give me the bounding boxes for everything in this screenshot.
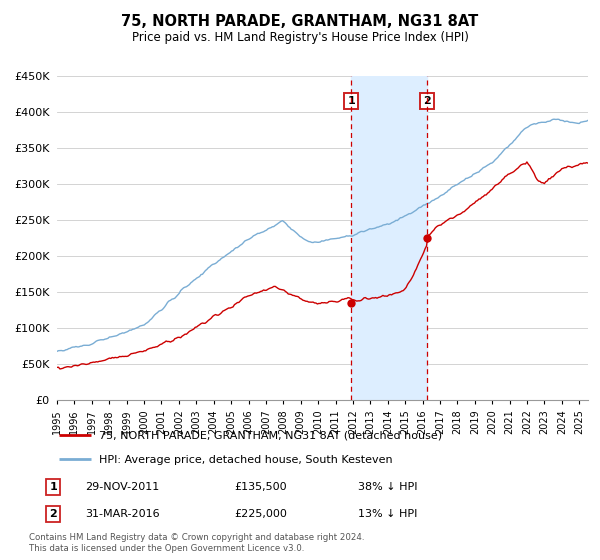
Text: 2: 2	[49, 509, 57, 519]
Text: 38% ↓ HPI: 38% ↓ HPI	[358, 482, 418, 492]
Text: HPI: Average price, detached house, South Kesteven: HPI: Average price, detached house, Sout…	[99, 455, 392, 465]
Text: 1: 1	[347, 96, 355, 106]
Text: 13% ↓ HPI: 13% ↓ HPI	[358, 509, 418, 519]
Text: 75, NORTH PARADE, GRANTHAM, NG31 8AT: 75, NORTH PARADE, GRANTHAM, NG31 8AT	[121, 14, 479, 29]
Text: 29-NOV-2011: 29-NOV-2011	[86, 482, 160, 492]
Bar	[352, 76, 427, 400]
Text: £135,500: £135,500	[234, 482, 287, 492]
Text: 75, NORTH PARADE, GRANTHAM, NG31 8AT (detached house): 75, NORTH PARADE, GRANTHAM, NG31 8AT (de…	[99, 431, 442, 441]
Text: Contains HM Land Registry data © Crown copyright and database right 2024.
This d: Contains HM Land Registry data © Crown c…	[29, 533, 364, 553]
Text: 1: 1	[49, 482, 57, 492]
Text: £225,000: £225,000	[234, 509, 287, 519]
Text: Price paid vs. HM Land Registry's House Price Index (HPI): Price paid vs. HM Land Registry's House …	[131, 31, 469, 44]
Text: 31-MAR-2016: 31-MAR-2016	[86, 509, 160, 519]
Text: 2: 2	[423, 96, 431, 106]
